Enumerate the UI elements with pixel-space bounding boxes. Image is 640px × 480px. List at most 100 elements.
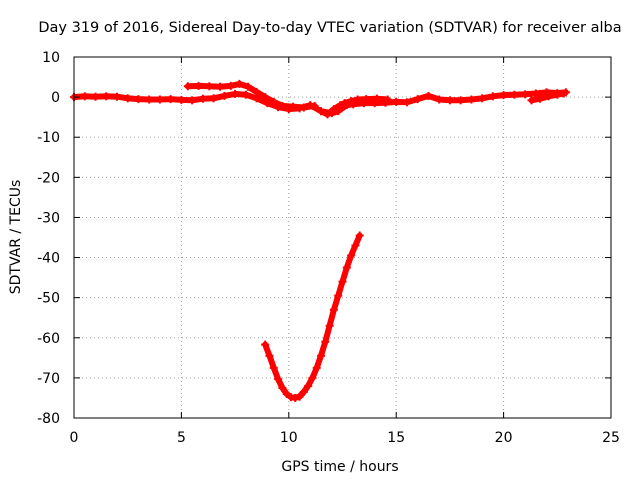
data-point [329,305,338,314]
data-point [559,89,568,98]
data-point [353,95,362,104]
y-tick-label: 10 [42,50,60,66]
data-point [351,241,360,250]
data-point [269,363,278,372]
data-point [269,97,278,106]
data-point [467,95,476,104]
data-point [216,82,225,91]
series-deep-trough [261,231,364,402]
y-tick-label: -60 [37,331,60,347]
data-point [362,95,371,104]
data-point [220,91,229,100]
data-point [321,337,330,346]
series-late-segment [527,89,568,105]
data-point [289,102,298,111]
x-axis-label: GPS time / hours [281,459,398,475]
data-point [334,291,343,300]
data-point [188,96,197,105]
data-point [299,103,308,112]
data-point [102,92,111,101]
data-point [282,389,291,398]
series-upper-segment [183,79,319,112]
y-axis-label: SDTVAR / TECUs [8,180,24,295]
data-points [70,79,570,402]
data-point [252,87,261,96]
data-point [478,94,487,103]
data-point [123,94,132,103]
data-point [445,96,454,105]
data-point [392,97,401,106]
data-point [241,90,250,99]
series-trace [262,232,363,401]
data-point [342,263,351,272]
data-point [383,95,392,104]
data-point [278,383,287,392]
data-point [488,92,497,101]
data-point [183,82,192,91]
x-tick-label: 25 [602,430,620,446]
x-tick-label: 10 [280,430,298,446]
data-point [338,277,347,286]
data-point [194,81,203,90]
data-point [336,101,345,110]
data-point [265,351,274,360]
data-point [91,92,100,101]
data-point [317,351,326,360]
data-point [274,375,283,384]
data-point [261,93,270,102]
data-point [308,373,317,382]
data-point [347,97,356,106]
y-tick-label: 0 [51,90,60,106]
data-point [355,231,364,240]
y-tick-label: -70 [37,371,60,387]
data-point [278,101,287,110]
y-tick-label: -10 [37,130,60,146]
data-point [80,92,89,101]
data-point [536,94,545,103]
data-point [553,90,562,99]
data-point [299,387,308,396]
x-tick-label: 20 [495,430,513,446]
data-point [544,92,553,101]
y-tick-label: -30 [37,210,60,226]
data-point [205,82,214,91]
grid [74,57,611,418]
data-point [329,105,338,114]
x-tick-label: 0 [70,430,79,446]
data-point [340,99,349,108]
data-point [112,92,121,101]
x-tick-label: 5 [177,430,186,446]
data-point [510,90,519,99]
y-tick-label: -80 [37,411,60,427]
data-point [209,94,218,103]
y-tick-label: -40 [37,251,60,267]
data-point [261,340,270,349]
plot-frame [73,56,612,419]
data-point [531,89,540,98]
axis-ticks: 0 5 10 15 20 25 10 0 -10 -20 -30 -40 -50 -60 -70 -80 [37,50,620,446]
y-tick-label: -50 [37,291,60,307]
data-point [456,96,465,105]
data-point [347,251,356,260]
series-dip-segment [317,94,392,119]
data-point [402,98,411,107]
data-point [231,89,240,98]
data-point [243,82,252,91]
data-point [325,321,334,330]
data-point [166,95,175,104]
data-point [372,94,381,103]
data-point [155,95,164,104]
data-point [295,392,304,401]
data-point [521,90,530,99]
data-point [312,363,321,372]
data-point [310,101,319,110]
data-point [235,79,244,88]
data-point [145,95,154,104]
data-point [499,91,508,100]
chart-title: Day 319 of 2016, Sidereal Day-to-day VTE… [38,20,621,36]
data-point [177,95,186,104]
data-point [413,95,422,104]
data-point [317,107,326,116]
data-point [435,95,444,104]
